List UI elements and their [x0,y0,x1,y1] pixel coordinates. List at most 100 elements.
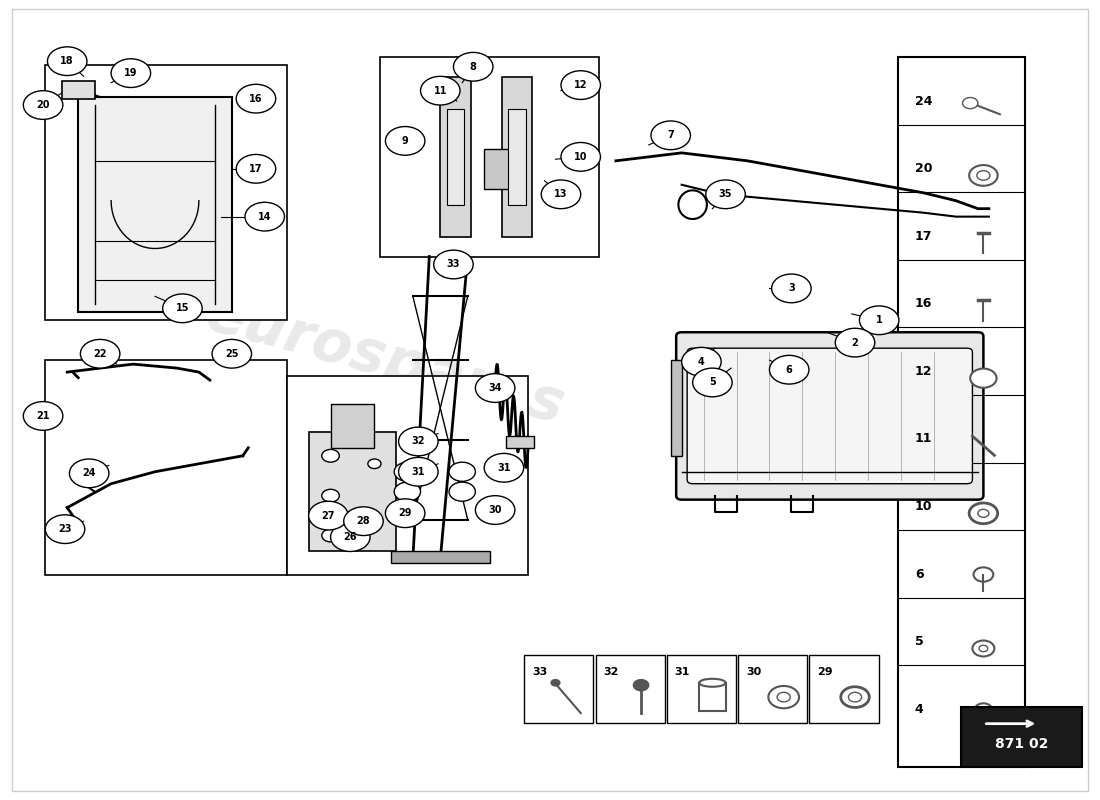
Circle shape [367,459,381,469]
Circle shape [475,374,515,402]
Circle shape [47,47,87,75]
Text: 24: 24 [82,468,96,478]
Circle shape [706,180,746,209]
Circle shape [962,98,978,109]
Circle shape [977,170,990,180]
Text: 12: 12 [915,365,933,378]
Bar [700,682,726,711]
FancyBboxPatch shape [688,348,972,484]
Text: 17: 17 [915,230,933,242]
Text: 32: 32 [603,667,618,677]
Circle shape [693,368,733,397]
Bar [440,77,471,237]
Bar [379,57,600,257]
Circle shape [449,482,475,502]
Text: 21: 21 [36,411,50,421]
Circle shape [331,522,370,551]
Bar [45,65,287,320]
Text: 31: 31 [497,462,510,473]
Circle shape [561,142,601,171]
Text: a part for parts since 1985: a part for parts since 1985 [257,381,514,466]
Circle shape [972,641,994,657]
Text: 10: 10 [915,500,933,513]
Circle shape [970,369,997,388]
Circle shape [111,58,151,87]
Circle shape [343,507,383,535]
Circle shape [771,274,811,302]
Circle shape [969,165,998,186]
Circle shape [835,328,874,357]
Text: 19: 19 [124,68,138,78]
Ellipse shape [700,678,726,686]
Circle shape [385,499,425,527]
Circle shape [974,567,993,582]
Circle shape [163,294,202,322]
Circle shape [322,490,339,502]
Text: 5: 5 [710,378,716,387]
Bar [667,655,736,723]
Circle shape [979,646,988,652]
Polygon shape [390,551,490,563]
Text: 3: 3 [788,283,795,294]
Text: 22: 22 [94,349,107,358]
Text: 11: 11 [915,433,933,446]
Circle shape [769,355,808,384]
Text: 30: 30 [488,505,502,515]
Text: 28: 28 [356,516,371,526]
Text: 35: 35 [718,190,733,199]
FancyBboxPatch shape [676,332,983,500]
Text: 14: 14 [258,212,272,222]
Circle shape [322,450,339,462]
Circle shape [23,90,63,119]
Text: 6: 6 [785,365,793,374]
Text: 32: 32 [411,437,425,446]
Text: 31: 31 [411,466,425,477]
Circle shape [449,462,475,482]
Circle shape [394,462,420,482]
Text: 10: 10 [574,152,587,162]
Text: 29: 29 [398,508,411,518]
Text: 20: 20 [36,100,50,110]
Circle shape [69,459,109,488]
Circle shape [322,529,339,542]
Circle shape [367,515,381,524]
Text: 13: 13 [554,190,568,199]
Text: 871 02: 871 02 [996,737,1048,751]
Circle shape [634,679,649,690]
Bar [309,432,396,551]
Circle shape [969,503,998,524]
Text: 26: 26 [343,532,358,542]
Circle shape [840,686,869,707]
Text: 31: 31 [674,667,690,677]
Text: 34: 34 [488,383,502,393]
Circle shape [398,427,438,456]
Text: 29: 29 [817,667,833,677]
Circle shape [682,347,722,376]
Text: 20: 20 [915,162,933,175]
Text: 33: 33 [532,667,547,677]
Bar [287,376,528,575]
Polygon shape [78,97,232,312]
Circle shape [561,70,601,99]
Circle shape [398,458,438,486]
Bar [62,81,95,98]
Bar [447,109,464,205]
Circle shape [484,454,524,482]
Circle shape [394,482,420,502]
Text: 2: 2 [851,338,858,347]
Text: eurospares: eurospares [200,285,571,435]
Text: 33: 33 [447,259,460,270]
Circle shape [80,339,120,368]
Text: 24: 24 [915,94,933,108]
Bar [738,655,807,723]
Text: 7: 7 [668,130,674,140]
Bar [506,436,534,448]
Text: 4: 4 [915,702,924,716]
Circle shape [848,692,861,702]
Text: 18: 18 [60,56,74,66]
Bar [525,655,593,723]
Text: 16: 16 [250,94,263,104]
Polygon shape [671,360,682,456]
Bar [595,655,664,723]
Bar [331,404,374,448]
